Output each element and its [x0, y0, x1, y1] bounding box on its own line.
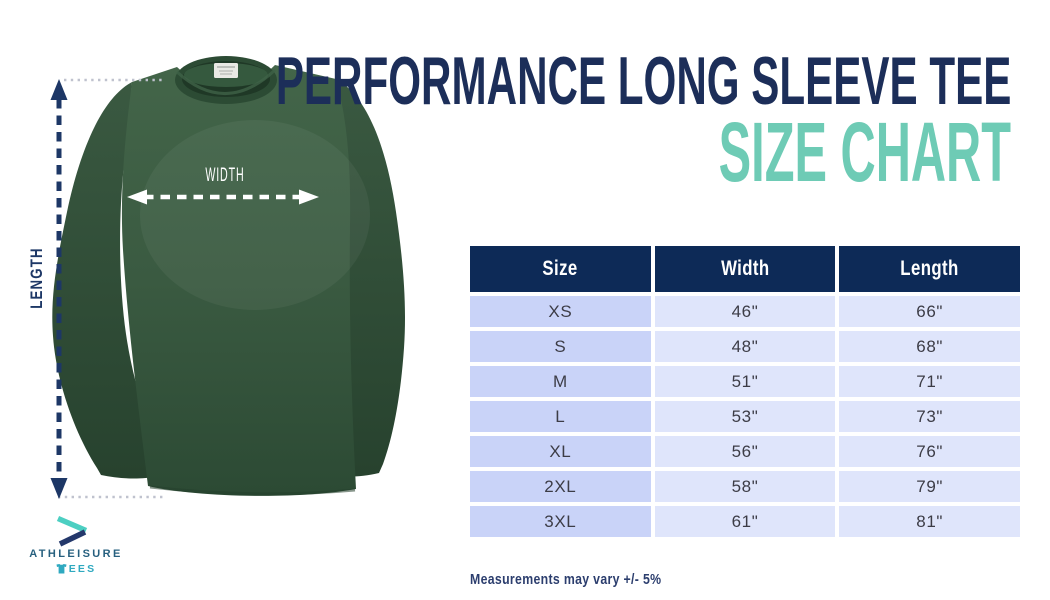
- width-measure-label: WIDTH: [205, 165, 245, 186]
- width-cell: 46": [654, 296, 836, 327]
- width-cell: 56": [654, 436, 836, 467]
- length-cell: 66": [839, 296, 1020, 327]
- length-cell: 71": [839, 366, 1020, 397]
- width-arrow: [127, 189, 319, 205]
- brand-sub: EES: [22, 563, 130, 575]
- page-title: PERFORMANCE LONG SLEEVE TEE: [275, 43, 1011, 119]
- length-cell: 81": [839, 506, 1020, 537]
- length-arrow: [50, 79, 68, 499]
- size-cell: 3XL: [470, 506, 651, 537]
- size-cell: S: [470, 331, 651, 362]
- size-cell: XL: [470, 436, 651, 467]
- guide-dotted-lines: [58, 78, 163, 499]
- brand-name: ATHLEISURE: [29, 548, 123, 560]
- width-cell: 48": [654, 331, 836, 362]
- measurement-disclaimer: Measurements may vary +/- 5%: [470, 571, 662, 588]
- width-cell: 61": [654, 506, 836, 537]
- column-header-length: Length: [839, 246, 1020, 292]
- logo-chevron-icon: [56, 515, 88, 547]
- length-cell: 79": [839, 471, 1020, 502]
- size-cell: XS: [470, 296, 651, 327]
- shirt-body: [121, 65, 370, 496]
- size-cell: M: [470, 366, 651, 397]
- width-cell: 58": [654, 471, 836, 502]
- width-cell: 51": [654, 366, 836, 397]
- brand-sub-label: EES: [68, 563, 97, 575]
- shirt-collar: [175, 56, 277, 104]
- length-cell: 76": [839, 436, 1020, 467]
- width-cell: 53": [654, 401, 836, 432]
- length-cell: 68": [839, 331, 1020, 362]
- length-measure-label: LENGTH: [27, 247, 46, 309]
- column-header-width: Width: [654, 246, 836, 292]
- column-header-size: Size: [470, 246, 651, 292]
- page-subtitle: SIZE CHART: [718, 105, 1011, 199]
- size-cell: 2XL: [470, 471, 651, 502]
- size-table: Size Width Length XS 46" 66" S 48" 68" M 51" 71"…: [470, 246, 1020, 537]
- tshirt-icon: [56, 564, 67, 574]
- shirt-photo: [50, 56, 406, 547]
- size-cell: L: [470, 401, 651, 432]
- length-cell: 73": [839, 401, 1020, 432]
